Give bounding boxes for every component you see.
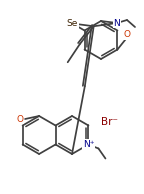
Text: O: O [124,30,131,39]
Text: N⁺: N⁺ [83,140,94,149]
Text: N: N [114,18,120,28]
Text: O: O [17,114,24,124]
Text: Se: Se [67,19,78,28]
Text: Br⁻: Br⁻ [102,117,119,127]
Text: O: O [124,30,131,39]
Text: O: O [17,114,24,124]
